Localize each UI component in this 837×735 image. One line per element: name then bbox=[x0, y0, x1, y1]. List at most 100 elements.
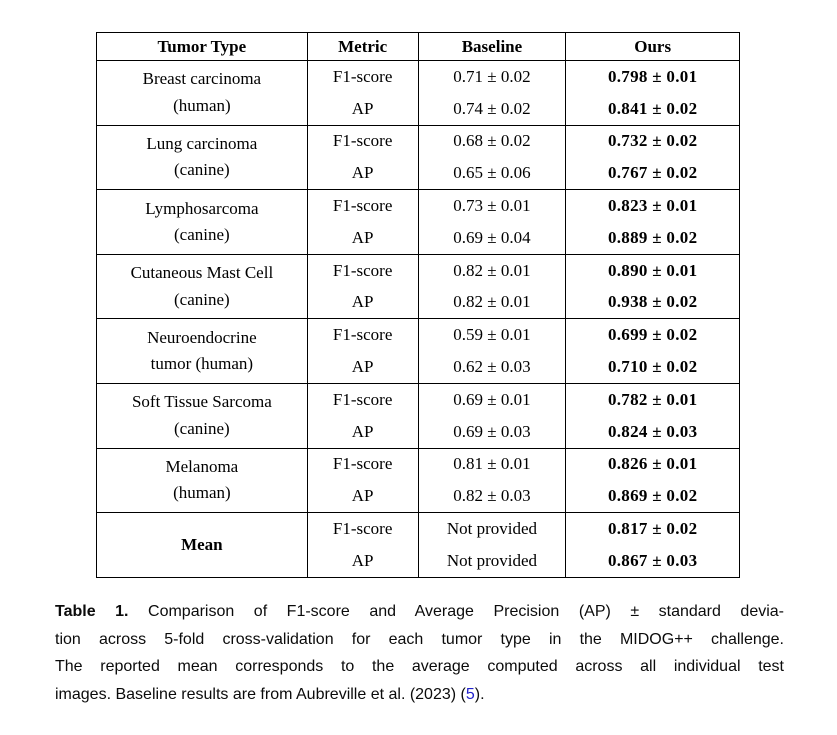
ours-cell: 0.767 ± 0.02 bbox=[565, 157, 740, 191]
ours-cell: 0.824 ± 0.03 bbox=[565, 415, 740, 449]
caption-line-1: Table 1. Comparison of F1-score and Aver… bbox=[55, 598, 784, 626]
tumor-type-cell: Lung carcinoma (canine) bbox=[96, 125, 308, 191]
table-caption: Table 1. Comparison of F1-score and Aver… bbox=[55, 598, 784, 708]
metric-cell: F1-score bbox=[306, 125, 419, 158]
baseline-cell: 0.68 ± 0.02 bbox=[417, 125, 567, 158]
tumor-name-line: Lung carcinoma bbox=[146, 134, 258, 154]
ours-cell: 0.867 ± 0.03 bbox=[565, 544, 740, 578]
tumor-species-line: (canine) bbox=[174, 289, 230, 309]
baseline-cell: 0.59 ± 0.01 bbox=[417, 318, 567, 352]
metric-cell: AP bbox=[306, 480, 419, 514]
table-row: AP 0.69 ± 0.04 0.889 ± 0.02 bbox=[97, 221, 740, 255]
table-row: AP Not provided 0.867 ± 0.03 bbox=[97, 544, 740, 578]
baseline-cell: 0.82 ± 0.03 bbox=[417, 480, 567, 514]
ours-cell: 0.782 ± 0.01 bbox=[565, 383, 740, 416]
tumor-name-line: Breast carcinoma bbox=[142, 69, 262, 89]
table-row: AP 0.82 ± 0.03 0.869 ± 0.02 bbox=[97, 480, 740, 514]
metric-cell: F1-score bbox=[306, 189, 419, 222]
baseline-cell: 0.82 ± 0.01 bbox=[417, 254, 567, 287]
tumor-species-line: tumor (human) bbox=[150, 354, 254, 374]
table-row: AP 0.65 ± 0.06 0.767 ± 0.02 bbox=[97, 157, 740, 191]
baseline-cell: 0.69 ± 0.03 bbox=[417, 415, 567, 449]
tumor-type-cell: Cutaneous Mast Cell (canine) bbox=[96, 254, 308, 320]
caption-text-4: images. Baseline results are from Aubrev… bbox=[55, 685, 466, 703]
table-row: AP 0.82 ± 0.01 0.938 ± 0.02 bbox=[97, 286, 740, 320]
table-row: Melanoma (human) F1-score 0.81 ± 0.01 0.826 … bbox=[96, 448, 740, 514]
header-tumor-type: Tumor Type bbox=[96, 32, 308, 61]
tumor-species-line: (canine) bbox=[174, 224, 230, 244]
tumor-name-line: Lymphosarcoma bbox=[145, 198, 259, 218]
metric-cell: AP bbox=[306, 92, 419, 126]
tumor-name-line: Soft Tissue Sarcoma bbox=[131, 392, 272, 412]
tumor-type-cell: Mean bbox=[96, 512, 308, 578]
baseline-cell: 0.81 ± 0.01 bbox=[417, 448, 567, 481]
table-row: Soft Tissue Sarcoma (canine) F1-score 0.69 … bbox=[96, 383, 740, 449]
ours-cell: 0.798 ± 0.01 bbox=[565, 60, 740, 93]
metric-cell: F1-score bbox=[306, 318, 419, 352]
ours-cell: 0.732 ± 0.02 bbox=[565, 125, 740, 158]
header-metric: Metric bbox=[306, 32, 419, 61]
baseline-cell: 0.82 ± 0.01 bbox=[417, 286, 567, 320]
baseline-cell: 0.62 ± 0.03 bbox=[417, 351, 567, 384]
table-row: Breast carcinoma (human) F1-score 0.71 ± 0.… bbox=[96, 60, 740, 126]
caption-line-2: tion across 5-fold cross-validation for … bbox=[55, 630, 784, 648]
tumor-species-line: (human) bbox=[173, 483, 231, 503]
caption-line-3: The reported mean corresponds to the ave… bbox=[55, 658, 784, 675]
metric-cell: AP bbox=[306, 286, 419, 320]
metric-cell: F1-score bbox=[306, 60, 419, 93]
header-ours: Ours bbox=[565, 32, 740, 61]
tumor-name-line: Cutaneous Mast Cell bbox=[130, 263, 274, 283]
baseline-cell: 0.73 ± 0.01 bbox=[417, 189, 567, 222]
table-row: AP 0.69 ± 0.03 0.824 ± 0.03 bbox=[97, 415, 740, 449]
table-row: Mean F1-score Not provided 0.817 ± 0.02 bbox=[96, 512, 740, 578]
tumor-type-cell: Lymphosarcoma (canine) bbox=[96, 189, 308, 255]
metric-cell: AP bbox=[306, 351, 419, 384]
baseline-cell: 0.71 ± 0.02 bbox=[417, 60, 567, 93]
ours-cell: 0.710 ± 0.02 bbox=[565, 351, 740, 384]
metric-cell: F1-score bbox=[306, 448, 419, 481]
baseline-cell: 0.74 ± 0.02 bbox=[417, 92, 567, 126]
citation-link-5[interactable]: 5 bbox=[465, 685, 475, 703]
tumor-type-cell: Neuroendocrine tumor (human) bbox=[96, 318, 308, 384]
header-baseline: Baseline bbox=[417, 32, 567, 61]
tumor-type-cell: Soft Tissue Sarcoma (canine) bbox=[96, 383, 308, 449]
metric-cell: AP bbox=[306, 544, 419, 578]
caption-text-1: Comparison of F1-score and Average Preci… bbox=[148, 603, 785, 620]
tumor-name-line: Melanoma bbox=[165, 457, 239, 477]
caption-text-4-end: ). bbox=[474, 685, 485, 703]
ours-cell: 0.817 ± 0.02 bbox=[565, 512, 740, 545]
baseline-cell: 0.69 ± 0.01 bbox=[417, 383, 567, 416]
table-row: AP 0.74 ± 0.02 0.841 ± 0.02 bbox=[97, 92, 740, 126]
results-table: Tumor Type Metric Baseline Ours Breast c… bbox=[96, 32, 740, 578]
baseline-cell: 0.69 ± 0.04 bbox=[417, 221, 567, 255]
metric-cell: AP bbox=[306, 221, 419, 255]
ours-cell: 0.889 ± 0.02 bbox=[565, 221, 740, 255]
caption-line-4: images. Baseline results are from Aubrev… bbox=[55, 681, 784, 709]
baseline-cell: Not provided bbox=[417, 544, 567, 578]
ours-cell: 0.826 ± 0.01 bbox=[565, 448, 740, 481]
caption-label: Table 1. bbox=[55, 603, 129, 620]
metric-cell: AP bbox=[306, 415, 419, 449]
table-row: Neuroendocrine tumor (human) F1-score 0.59 … bbox=[96, 318, 740, 384]
metric-cell: F1-score bbox=[306, 383, 419, 416]
tumor-name-line: Neuroendocrine bbox=[147, 327, 257, 347]
metric-cell: F1-score bbox=[306, 512, 419, 545]
metric-cell: AP bbox=[306, 157, 419, 191]
tumor-type-cell: Melanoma (human) bbox=[96, 448, 308, 514]
table-row: Lung carcinoma (canine) F1-score 0.68 ± 0.0… bbox=[96, 125, 740, 191]
ours-cell: 0.823 ± 0.01 bbox=[565, 189, 740, 222]
table-row: AP 0.62 ± 0.03 0.710 ± 0.02 bbox=[97, 351, 740, 384]
baseline-cell: Not provided bbox=[417, 512, 567, 545]
ours-cell: 0.699 ± 0.02 bbox=[565, 318, 740, 352]
ours-cell: 0.890 ± 0.01 bbox=[565, 254, 740, 287]
tumor-species-line: (human) bbox=[173, 95, 231, 115]
table-body: Breast carcinoma (human) F1-score 0.71 ± 0.… bbox=[96, 60, 740, 578]
tumor-species-line: (canine) bbox=[174, 418, 230, 438]
tumor-type-cell: Breast carcinoma (human) bbox=[96, 60, 308, 126]
tumor-species-line: (canine) bbox=[174, 160, 230, 180]
table-row: Cutaneous Mast Cell (canine) F1-score 0.82 … bbox=[96, 254, 740, 320]
ours-cell: 0.841 ± 0.02 bbox=[565, 92, 740, 126]
ours-cell: 0.869 ± 0.02 bbox=[565, 480, 740, 514]
table-row: Lymphosarcoma (canine) F1-score 0.73 ± 0.01… bbox=[96, 189, 740, 255]
